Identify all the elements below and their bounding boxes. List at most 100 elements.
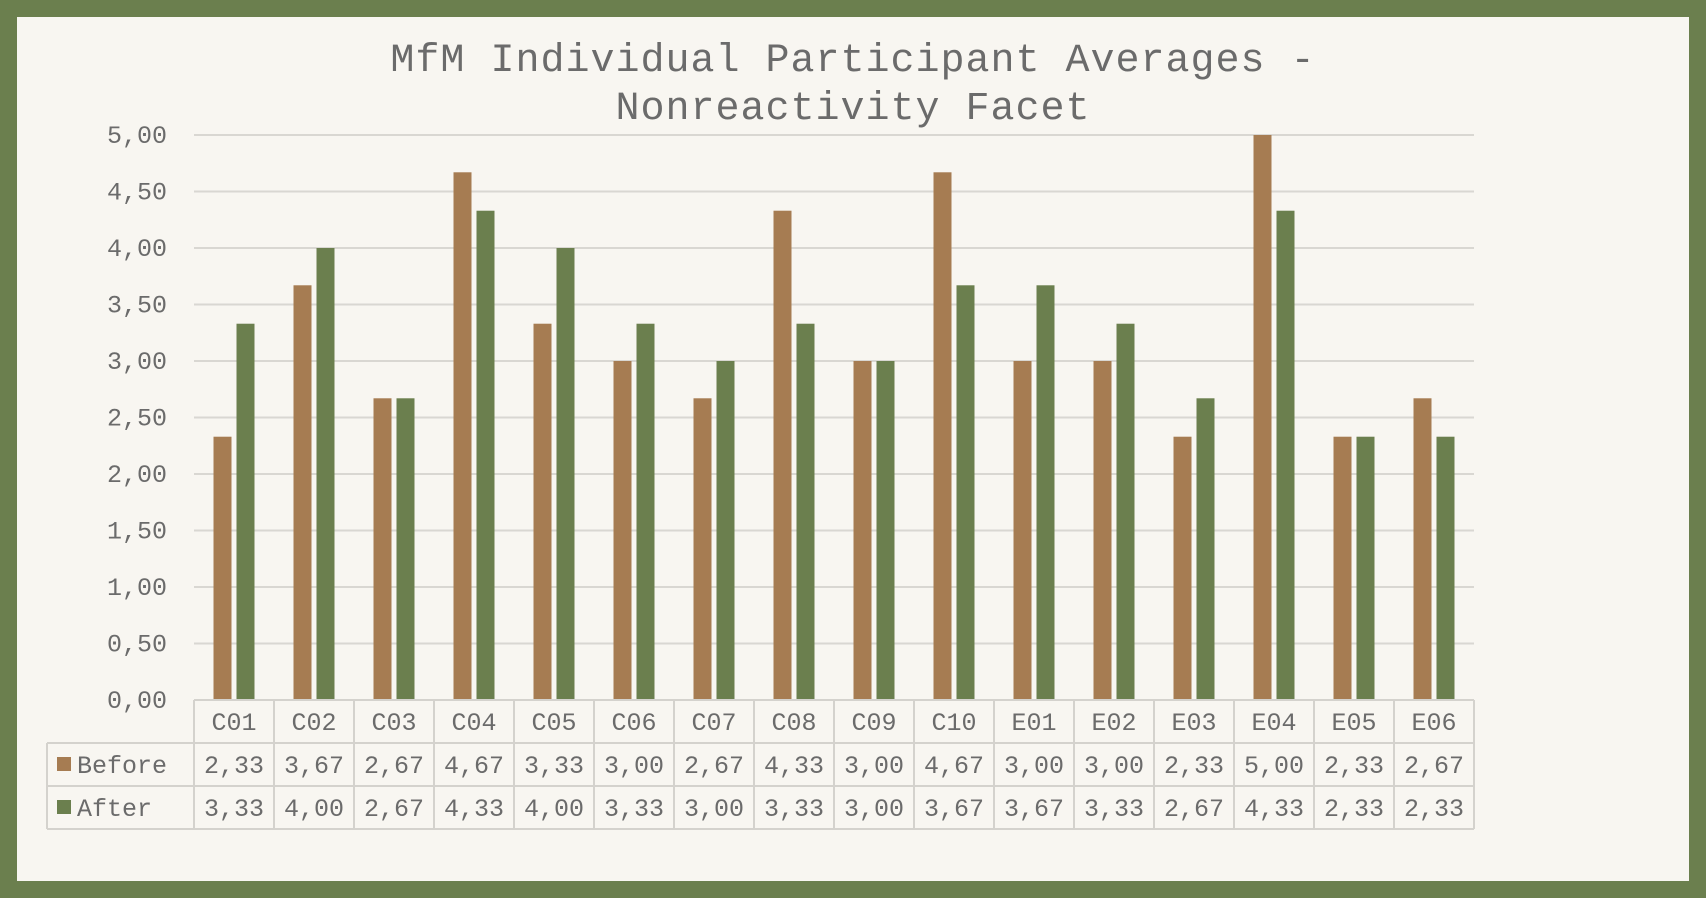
data-label: 4,00 [524,795,584,824]
data-label: 2,67 [364,795,424,824]
x-tick-label: C09 [851,709,896,738]
data-label: 3,00 [844,795,904,824]
x-tick-label: E05 [1331,709,1376,738]
bar-after-c07 [716,361,735,700]
data-label: 3,00 [1004,752,1064,781]
data-label: 3,00 [604,752,664,781]
bar-before-c05 [533,323,552,700]
y-tick-label: 0,00 [107,687,167,716]
data-label: 2,33 [1404,795,1464,824]
data-label: 3,33 [524,752,584,781]
bar-after-c03 [396,398,415,700]
x-tick-label: C05 [531,709,576,738]
data-label: 4,33 [764,752,824,781]
y-tick-label: 4,00 [107,235,167,264]
bar-after-c06 [636,323,655,700]
y-tick-label: 5,00 [107,122,167,151]
x-tick-label: E06 [1411,709,1456,738]
y-tick-label: 1,00 [107,574,167,603]
bar-after-c09 [876,361,895,700]
data-label: 4,67 [444,752,504,781]
data-label: 2,67 [684,752,744,781]
bar-before-c07 [693,398,712,700]
x-tick-label: E02 [1091,709,1136,738]
data-label: 5,00 [1244,752,1304,781]
y-tick-label: 3,50 [107,292,167,321]
x-tick-label: C01 [211,709,256,738]
x-tick-label: C02 [291,709,336,738]
data-label: 3,00 [844,752,904,781]
data-label: 3,00 [684,795,744,824]
x-tick-label: C07 [691,709,736,738]
data-label: 4,67 [924,752,984,781]
data-table: C01 C02 C03 C04 C05 C06 C07 C08 C09 C10 E01 E02 E03 E… [46,699,1475,830]
bar-after-e03 [1196,398,1215,700]
x-tick-label: C03 [371,709,416,738]
data-label: 3,33 [604,795,664,824]
bar-before-c08 [773,210,792,700]
bar-before-e01 [1013,361,1032,700]
bar-after-c04 [476,210,495,700]
bar-before-e03 [1173,436,1192,700]
y-tick-label: 4,50 [107,179,167,208]
bar-after-e04 [1276,210,1295,700]
data-label: 3,67 [284,752,344,781]
data-label: 3,67 [1004,795,1064,824]
x-tick-label: E03 [1171,709,1216,738]
y-tick-label: 2,00 [107,461,167,490]
x-tick-label: E04 [1251,709,1296,738]
data-label: 2,67 [1164,795,1224,824]
bar-before-c06 [613,361,632,700]
bar-after-c08 [796,323,815,700]
bar-before-e02 [1093,361,1112,700]
data-label: 2,33 [1324,795,1384,824]
bar-after-c02 [316,248,335,700]
data-label: 3,00 [1084,752,1144,781]
bar-before-c04 [453,172,472,701]
bar-after-c05 [556,248,575,700]
bar-after-e01 [1036,285,1055,700]
chart-title-line-1: MfM Individual Participant Averages - [390,39,1315,84]
bar-after-e06 [1436,436,1455,700]
legend-swatch-before [57,757,71,771]
data-label: 4,00 [284,795,344,824]
bar-before-e06 [1413,398,1432,700]
x-tick-label: C08 [771,709,816,738]
data-label: 3,33 [764,795,824,824]
y-tick-label: 1,50 [107,518,167,547]
x-tick-label: C10 [931,709,976,738]
bar-before-c10 [933,172,952,701]
bar-before-c01 [213,436,232,700]
bar-after-e05 [1356,436,1375,700]
bar-after-e02 [1116,323,1135,700]
x-tick-label: C06 [611,709,656,738]
bar-before-c09 [853,361,872,700]
bar-before-e05 [1333,436,1352,700]
data-label: 3,33 [1084,795,1144,824]
y-tick-label: 3,00 [107,348,167,377]
bar-before-e04 [1253,135,1272,700]
bar-before-c02 [293,285,312,700]
data-label: 3,67 [924,795,984,824]
y-tick-label: 2,50 [107,405,167,434]
data-label: 2,67 [1404,752,1464,781]
chart-frame: MfM Individual Participant Averages - No… [17,17,1689,881]
chart-title-line-2: Nonreactivity Facet [615,87,1090,132]
bar-before-c03 [373,398,392,700]
chart-title: MfM Individual Participant Averages - No… [390,39,1315,132]
y-tick-label: 0,50 [107,631,167,660]
legend-swatch-after [57,800,71,814]
data-label: 2,33 [204,752,264,781]
legend-label-after: After [77,795,152,824]
chart-canvas: MfM Individual Participant Averages - No… [46,39,1475,830]
bar-after-c10 [956,285,975,700]
data-label: 2,33 [1324,752,1384,781]
legend-label-before: Before [77,752,167,781]
data-label: 3,33 [204,795,264,824]
data-label: 4,33 [444,795,504,824]
data-label: 2,33 [1164,752,1224,781]
x-tick-label: C04 [451,709,496,738]
bar-after-c01 [236,323,255,700]
data-label: 4,33 [1244,795,1304,824]
y-axis-tick-labels: 0,00 0,50 1,00 1,50 2,00 2,50 3,00 3,50 4,00 4,50… [107,122,167,716]
